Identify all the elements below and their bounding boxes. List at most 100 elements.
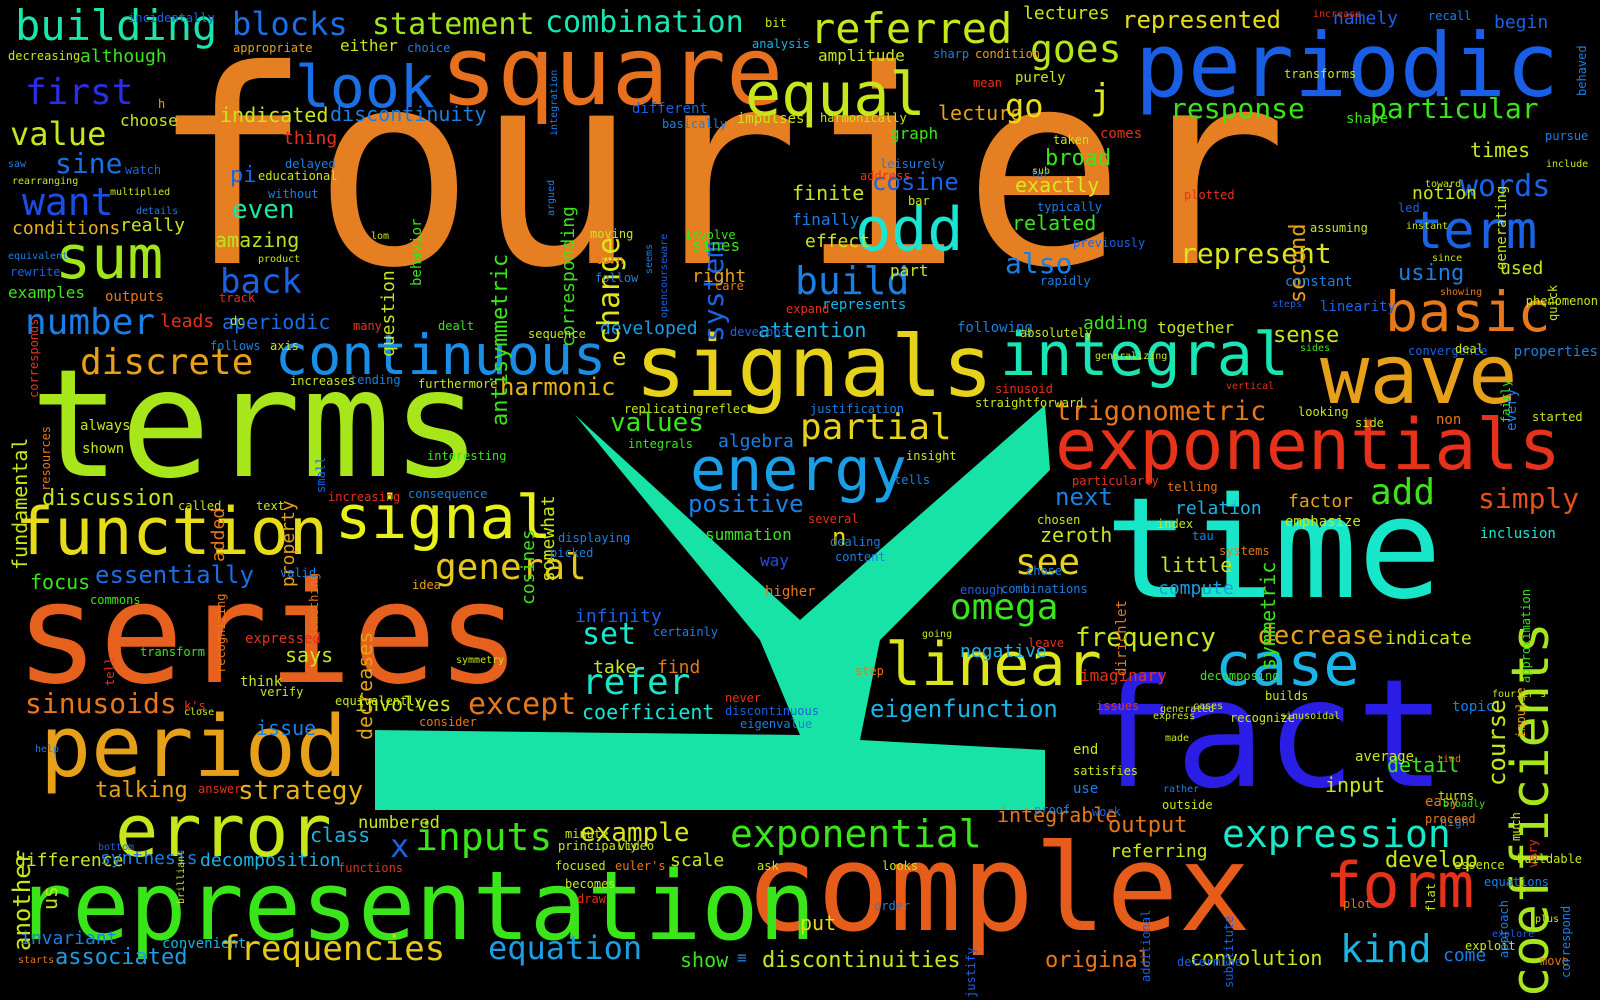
cloud-word-value: value xyxy=(10,115,107,153)
cloud-word-cases: cases xyxy=(1193,701,1224,712)
cloud-word-product: product xyxy=(258,254,301,265)
cloud-word-plus: plus xyxy=(1535,914,1560,925)
cloud-word-equation: equation xyxy=(488,929,643,967)
cloud-word-essence: essence xyxy=(1454,858,1505,872)
cloud-word-address: address xyxy=(860,169,911,183)
cloud-word-average: average xyxy=(1355,749,1415,765)
cloud-word-transforms: transforms xyxy=(1284,67,1357,81)
cloud-word-express: express xyxy=(1153,711,1196,722)
cloud-word-cosines: cosines xyxy=(518,529,539,605)
cloud-word-topic: topic xyxy=(1452,699,1495,715)
cloud-word-square: square xyxy=(440,17,784,127)
cloud-word-end: end xyxy=(1073,742,1099,758)
cloud-word-transform: transform xyxy=(140,645,206,659)
cloud-word-justify: justify xyxy=(964,947,978,998)
cloud-word-develop: develop xyxy=(1385,848,1478,873)
cloud-word-consider: consider xyxy=(419,715,477,729)
cloud-word-justification: justification xyxy=(810,402,904,416)
cloud-word-resources: resources xyxy=(39,425,53,491)
cloud-word-proceed: proceed xyxy=(1425,812,1476,826)
cloud-word-deal: deal xyxy=(1455,342,1484,356)
cloud-word-partial: partial xyxy=(800,407,952,448)
cloud-word-comes: comes xyxy=(1100,126,1143,142)
cloud-word-except: except xyxy=(468,687,577,722)
cloud-word-really: really xyxy=(120,215,186,236)
cloud-word-shown: shown xyxy=(82,441,125,457)
cloud-word-period: period xyxy=(40,698,348,797)
cloud-word-chosen: chosen xyxy=(1037,513,1081,527)
cloud-word-sub: sub xyxy=(1032,166,1051,177)
cloud-word-cosine: cosine xyxy=(872,168,959,196)
cloud-word-commons: commons xyxy=(90,593,141,607)
cloud-word-decreases: decreases xyxy=(353,631,377,740)
cloud-word-positive: positive xyxy=(688,490,804,518)
cloud-word-since: since xyxy=(1432,253,1463,264)
cloud-word-discrete: discrete xyxy=(80,342,254,383)
cloud-word-appropriate: appropriate xyxy=(233,41,313,55)
cloud-word-expand: expand xyxy=(786,302,830,316)
cloud-word-track: track xyxy=(219,291,256,305)
cloud-word-kind: kind xyxy=(1340,927,1432,971)
cloud-word-brilliant: brilliant xyxy=(176,849,187,904)
cloud-word-displaying: displaying xyxy=(558,531,631,545)
cloud-word-leads: leads xyxy=(160,311,215,332)
cloud-word-outputs: outputs xyxy=(105,289,165,305)
cloud-word-example: example xyxy=(580,818,690,848)
cloud-word-algebra: algebra xyxy=(718,431,794,452)
cloud-word-graph: graph xyxy=(890,124,939,143)
cloud-word-frequency: frequency xyxy=(1075,623,1216,653)
cloud-word-namely: namely xyxy=(1333,8,1399,29)
cloud-word-lom: lom xyxy=(371,231,390,242)
cloud-word-second: second xyxy=(1286,223,1311,303)
cloud-word-fairly: fairly xyxy=(1499,379,1513,423)
cloud-word-buildable: buildable xyxy=(1517,852,1583,866)
cloud-word-equivalent: equivalent xyxy=(8,251,69,262)
cloud-word-continuous: continuous xyxy=(275,323,607,387)
cloud-word-starts: starts xyxy=(18,955,55,966)
cloud-word-associated: associated xyxy=(55,945,188,970)
cloud-word-frequencies: frequencies xyxy=(220,929,446,969)
cloud-word-exponentials: exponentials xyxy=(1055,404,1561,486)
cloud-word-finite: finite xyxy=(792,181,865,205)
cloud-word-dirichlet: dirichlet xyxy=(1114,600,1130,676)
cloud-word-look: look xyxy=(295,53,435,121)
cloud-word-equal: equal xyxy=(745,60,926,130)
cloud-word-see: see xyxy=(1015,542,1081,583)
cloud-word-steps: steps xyxy=(1272,299,1303,310)
cloud-word-go: go xyxy=(1005,87,1044,125)
cloud-word-begin: begin xyxy=(1494,12,1549,33)
cloud-word-sine: sine xyxy=(55,147,123,180)
cloud-word-compute: compute xyxy=(1158,578,1234,599)
cloud-word-phenomenon: phenomenon xyxy=(1525,294,1598,308)
cloud-word-follow: follow xyxy=(595,271,639,285)
cloud-word-number: number xyxy=(25,302,156,343)
cloud-word-attention: attention xyxy=(758,318,867,342)
cloud-word-exactly: exactly xyxy=(1015,173,1100,197)
cloud-word-order: order xyxy=(874,899,911,913)
cloud-word-omega: omega xyxy=(950,587,1059,628)
cloud-word-never: never xyxy=(725,691,762,705)
cloud-word-easy: easy xyxy=(1425,794,1459,810)
cloud-word-linearity: linearity xyxy=(1320,299,1396,315)
cloud-word-us: us xyxy=(38,885,62,910)
cloud-word-dealt: dealt xyxy=(438,319,475,333)
cloud-word-seems: seems xyxy=(644,243,655,274)
cloud-word-generalizing: generalizing xyxy=(1095,351,1168,362)
cloud-word-inclusion: inclusion xyxy=(1480,526,1556,542)
cloud-word-axis: axis xyxy=(270,339,299,353)
cloud-word-representation: representation xyxy=(15,852,816,962)
cloud-word-way: way xyxy=(760,551,789,570)
cloud-word-purely: purely xyxy=(1015,70,1066,86)
cloud-word-bit: bit xyxy=(765,16,787,30)
cloud-word-somewhat: somewhat xyxy=(538,495,559,582)
cloud-word-synthesis: synthesis xyxy=(100,848,198,869)
cloud-word-numbered: numbered xyxy=(358,813,440,833)
cloud-word-rearranging: rearranging xyxy=(12,176,79,187)
cloud-word-proof: proof xyxy=(1034,803,1071,817)
cloud-word-correspond: correspond xyxy=(1559,905,1573,978)
cloud-word-choose: choose xyxy=(120,111,178,130)
cloud-word-general: general xyxy=(435,547,587,588)
cloud-word-developed: developed xyxy=(600,318,698,339)
cloud-word-step: step xyxy=(855,664,884,678)
cloud-word-related: related xyxy=(1012,211,1097,235)
